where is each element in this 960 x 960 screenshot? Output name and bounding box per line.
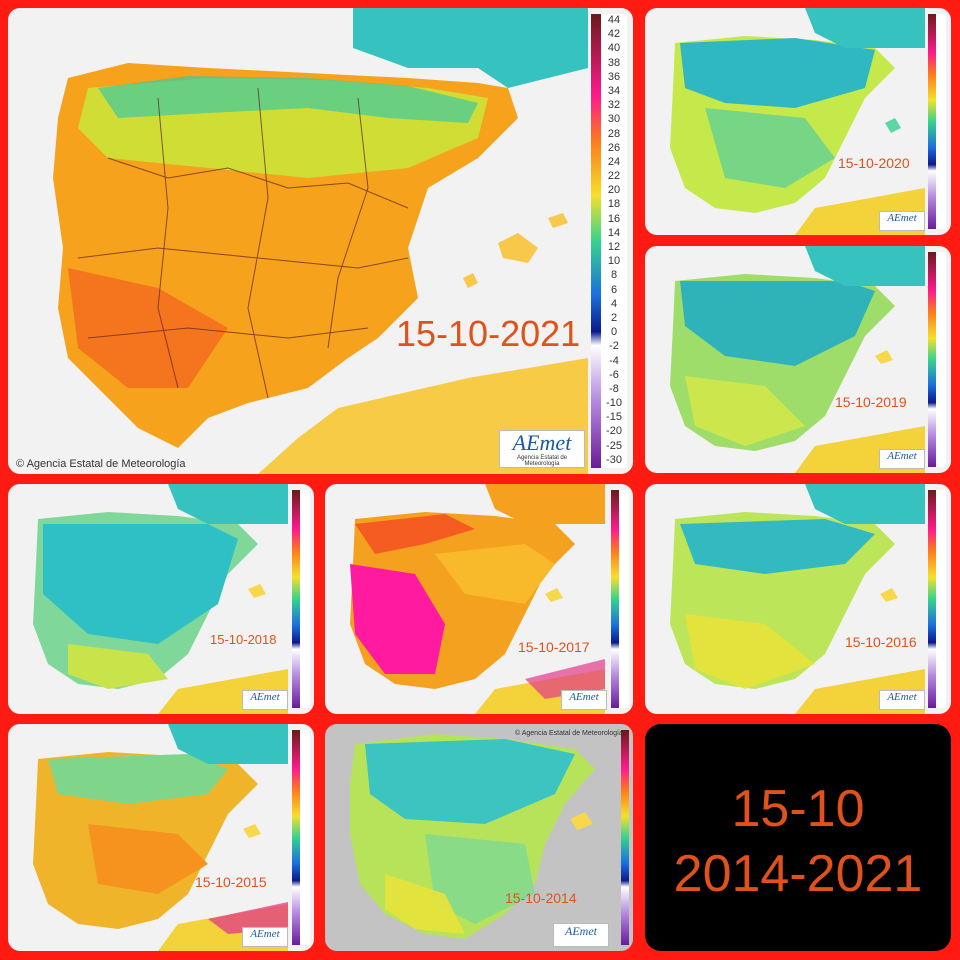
summary-years: 2014-2021: [673, 845, 923, 903]
map-date-label: 15-10-2017: [518, 639, 590, 655]
scale-tick-label: 12: [607, 241, 621, 253]
map-date-label: 15-10-2021: [396, 313, 581, 354]
scale-tick-label: -30: [606, 453, 622, 466]
scale-tick-label: -20: [606, 425, 622, 438]
aemet-logo: AEmet: [879, 449, 925, 469]
aemet-logo: AEmet: [879, 211, 925, 231]
map-2020: [670, 8, 925, 235]
map-date-label: 15-10-2020: [838, 155, 910, 171]
scale-tick-label: 34: [607, 84, 621, 97]
scale-tick-label: -4: [609, 354, 619, 367]
map-2015: [33, 724, 288, 951]
scale-tick-label: -2: [609, 340, 619, 353]
color-scale: [928, 490, 946, 708]
scale-tick-label: 14: [607, 226, 621, 239]
map-date-label: 15-10-2016: [845, 634, 917, 650]
scale-tick-label: 22: [607, 170, 621, 183]
map-date-label: 15-10-2019: [835, 394, 907, 410]
scale-tick-label: 10: [607, 255, 621, 268]
scale-tick-label: -10: [606, 397, 622, 410]
map-tile-2020: 15-10-2020 AEmet: [645, 8, 951, 235]
map-2018: [33, 484, 288, 714]
aemet-logo: AEmet Agencia Estatal de Meteorología: [499, 430, 585, 468]
scale-tick-label: -6: [609, 368, 619, 381]
scale-tick-label: 16: [607, 212, 621, 225]
copyright-label: Agencia Estatal de Meteorología: [521, 730, 623, 737]
map-2014: [350, 734, 595, 939]
aemet-logo: AEmet: [242, 927, 288, 947]
aemet-logo-brand: AEmet: [887, 691, 917, 703]
aemet-logo-brand: AEmet: [887, 450, 917, 462]
scale-tick-label: 30: [607, 113, 621, 126]
scale-tick-label: -8: [609, 382, 619, 395]
copyright-text: © Agencia Estatal de Meteorología: [515, 730, 623, 737]
aemet-logo-brand: AEmet: [569, 691, 599, 703]
scale-tick-label: 36: [607, 70, 621, 83]
scale-tick-label: 40: [607, 42, 621, 55]
aemet-logo-sub: Agencia Estatal de Meteorología: [516, 455, 568, 467]
scale-tick-label: 6: [610, 283, 618, 296]
aemet-logo: AEmet: [242, 690, 288, 710]
map-2019: [670, 246, 925, 473]
map-2021: [53, 8, 588, 474]
aemet-logo-brand: AEmet: [887, 212, 917, 224]
scale-tick-label: 24: [607, 155, 621, 168]
aemet-logo: AEmet: [561, 690, 607, 710]
map-2016: [670, 484, 925, 714]
map-tile-2015: 15-10-2015 AEmet: [8, 724, 314, 951]
color-scale: [292, 490, 310, 708]
color-scale: 44 42 40 38 36 34 32 30 28 26 24 22 20 18 16 14 12 10 8 6 4 2…: [591, 14, 627, 468]
color-scale: [928, 14, 946, 229]
map-tile-2017: 15-10-2017 AEmet: [325, 484, 633, 714]
color-scale: [292, 730, 310, 945]
scale-tick-label: 38: [607, 56, 621, 69]
scale-tick-label: 32: [607, 99, 621, 112]
scale-tick-label: 20: [607, 184, 621, 197]
color-scale-bar: [591, 14, 601, 468]
scale-tick-label: 4: [610, 297, 618, 310]
color-scale: [928, 252, 946, 467]
scale-tick-label: 18: [607, 198, 621, 211]
aemet-logo-brand: AEmet: [250, 928, 280, 940]
map-date-label: 15-10-2014: [505, 890, 577, 906]
summary-box: 15-10 2014-2021: [645, 724, 951, 951]
map-tile-2018: 15-10-2018 AEmet: [8, 484, 314, 714]
scale-tick-label: -15: [606, 411, 622, 424]
map-2017: [350, 484, 605, 714]
scale-tick-label: -25: [606, 439, 622, 452]
scale-tick-label: 8: [610, 269, 618, 282]
map-date-label: 15-10-2015: [195, 874, 267, 890]
aemet-logo-brand: AEmet: [250, 691, 280, 703]
scale-tick-label: 44: [607, 14, 621, 26]
aemet-logo: AEmet: [879, 690, 925, 710]
scale-tick-label: 26: [607, 141, 621, 154]
map-tile-2014: 15-10-2014 © Agencia Estatal de Meteorol…: [325, 724, 633, 951]
scale-tick-label: 2: [610, 311, 618, 324]
scale-tick-label: 0: [610, 326, 618, 339]
map-tile-2019: 15-10-2019 AEmet: [645, 246, 951, 473]
color-scale: [621, 730, 630, 945]
copyright-text: © Agencia Estatal de Meteorología: [16, 458, 186, 470]
aemet-logo-brand: AEmet: [512, 430, 572, 455]
scale-tick-label: 28: [607, 127, 621, 140]
copyright-label: Agencia Estatal de Meteorología: [26, 458, 186, 470]
map-tile-2021: 44 42 40 38 36 34 32 30 28 26 24 22 20 18 16 14 12 10 8 6 4 2…: [8, 8, 633, 474]
color-scale: [611, 490, 629, 708]
summary-day: 15-10: [731, 780, 865, 838]
map-tile-2016: 15-10-2016 AEmet: [645, 484, 951, 714]
scale-tick-label: 42: [607, 28, 621, 41]
aemet-logo-brand: AEmet: [565, 924, 597, 938]
aemet-logo: AEmet: [553, 923, 609, 947]
map-date-label: 15-10-2018: [210, 632, 277, 647]
